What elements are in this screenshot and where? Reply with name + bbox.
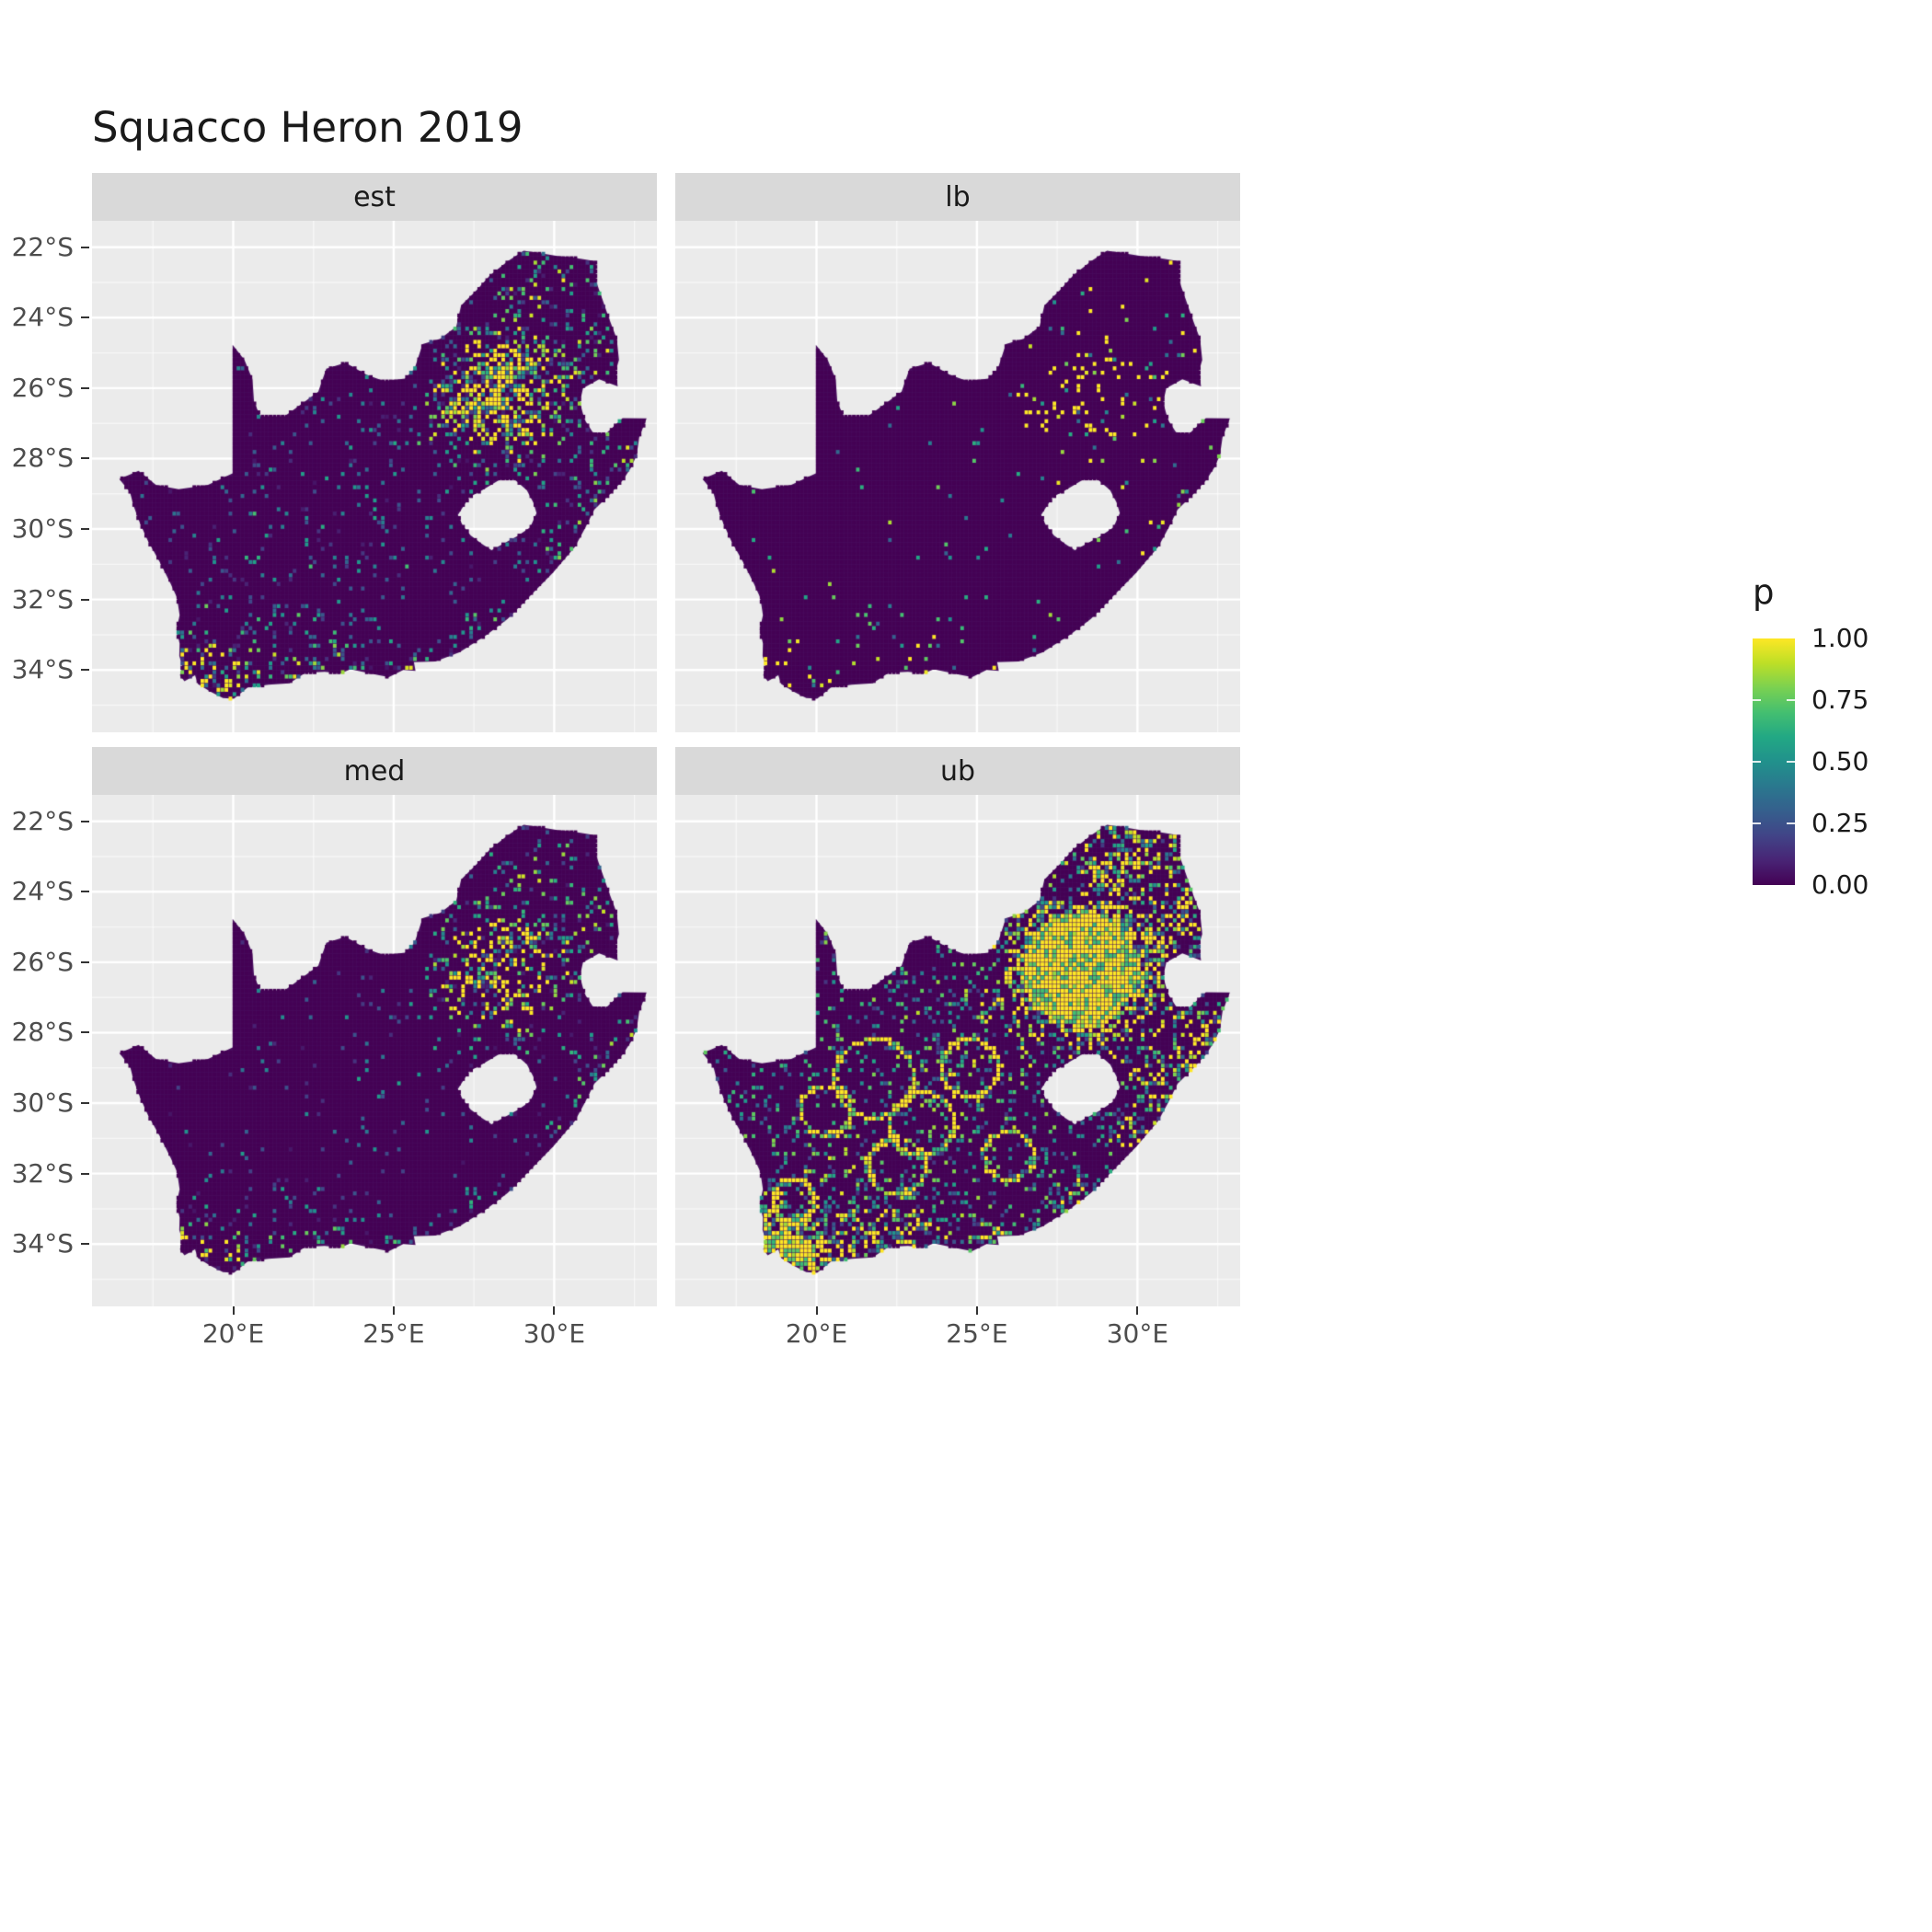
y-tick-label: 32°S bbox=[11, 583, 74, 615]
x-tick-label: 25°E bbox=[362, 1318, 425, 1349]
y-tick-mark bbox=[81, 457, 89, 460]
y-tick-label: 34°S bbox=[11, 654, 74, 685]
x-tick-label: 20°E bbox=[201, 1318, 265, 1349]
x-tick-mark bbox=[815, 1306, 818, 1315]
y-tick-label: 22°S bbox=[11, 805, 74, 836]
facet-strip-label: ub bbox=[939, 754, 976, 788]
y-tick-label: 26°S bbox=[11, 946, 74, 977]
y-tick-mark bbox=[81, 598, 89, 601]
y-tick-label: 26°S bbox=[11, 372, 74, 403]
y-tick-mark bbox=[81, 1172, 89, 1175]
x-tick-mark bbox=[975, 1306, 978, 1315]
y-tick-mark bbox=[81, 960, 89, 963]
facet-ub: ub bbox=[675, 747, 1240, 1306]
facet-lb: lb bbox=[675, 173, 1240, 732]
x-tick-mark bbox=[232, 1306, 235, 1315]
y-tick-label: 24°S bbox=[11, 876, 74, 907]
legend-colorbar-tick bbox=[1753, 761, 1761, 763]
y-tick-mark bbox=[81, 891, 89, 893]
y-tick-mark bbox=[81, 1243, 89, 1246]
y-tick-label: 30°S bbox=[11, 513, 74, 545]
y-tick-mark bbox=[81, 386, 89, 389]
y-tick-label: 28°S bbox=[11, 1017, 74, 1048]
legend-title: p bbox=[1753, 572, 1775, 612]
legend-tick-label: 0.25 bbox=[1811, 808, 1869, 838]
y-tick-label: 34°S bbox=[11, 1228, 74, 1259]
facet-est: est bbox=[92, 173, 657, 732]
facet-med: med bbox=[92, 747, 657, 1306]
facet-strip-lb: lb bbox=[675, 173, 1240, 221]
y-tick-mark bbox=[81, 669, 89, 672]
map-panel-lb bbox=[675, 221, 1240, 732]
facet-strip-est: est bbox=[92, 173, 657, 221]
x-tick-label: 30°E bbox=[1106, 1318, 1169, 1349]
x-tick-label: 20°E bbox=[785, 1318, 848, 1349]
legend-colorbar-tick bbox=[1787, 761, 1795, 763]
y-tick-mark bbox=[81, 820, 89, 822]
y-tick-label: 30°S bbox=[11, 1087, 74, 1119]
map-panel-ub bbox=[675, 795, 1240, 1306]
legend-tick-label: 1.00 bbox=[1811, 623, 1869, 653]
legend-tick-label: 0.00 bbox=[1811, 869, 1869, 900]
map-canvas-med bbox=[92, 795, 657, 1306]
map-canvas-est bbox=[92, 221, 657, 732]
legend-tick-label: 0.75 bbox=[1811, 684, 1869, 715]
y-tick-label: 32°S bbox=[11, 1157, 74, 1189]
x-tick-mark bbox=[1136, 1306, 1139, 1315]
facet-strip-label: lb bbox=[945, 180, 971, 213]
x-tick-mark bbox=[553, 1306, 556, 1315]
legend-colorbar-tick bbox=[1753, 822, 1761, 824]
legend: p 1.00 0.75 0.50 0.25 0.00 bbox=[1743, 572, 1932, 959]
map-canvas-lb bbox=[675, 221, 1240, 732]
legend-tick-label: 0.50 bbox=[1811, 746, 1869, 776]
x-tick-label: 30°E bbox=[523, 1318, 586, 1349]
facet-strip-ub: ub bbox=[675, 747, 1240, 795]
y-tick-mark bbox=[81, 528, 89, 531]
y-tick-label: 22°S bbox=[11, 231, 74, 262]
facet-strip-label: est bbox=[353, 180, 396, 213]
y-tick-label: 24°S bbox=[11, 302, 74, 333]
facet-strip-label: med bbox=[343, 754, 406, 788]
map-panel-med bbox=[92, 795, 657, 1306]
x-tick-label: 25°E bbox=[946, 1318, 1008, 1349]
y-tick-mark bbox=[81, 246, 89, 248]
page-title: Squacco Heron 2019 bbox=[92, 103, 523, 152]
facet-strip-med: med bbox=[92, 747, 657, 795]
legend-colorbar-tick bbox=[1787, 822, 1795, 824]
legend-colorbar-tick bbox=[1787, 699, 1795, 701]
map-panel-est bbox=[92, 221, 657, 732]
y-tick-label: 28°S bbox=[11, 443, 74, 474]
y-tick-mark bbox=[81, 316, 89, 319]
map-canvas-ub bbox=[675, 795, 1240, 1306]
y-tick-mark bbox=[81, 1031, 89, 1034]
x-tick-mark bbox=[392, 1306, 395, 1315]
legend-colorbar-tick bbox=[1753, 699, 1761, 701]
y-tick-mark bbox=[81, 1102, 89, 1105]
